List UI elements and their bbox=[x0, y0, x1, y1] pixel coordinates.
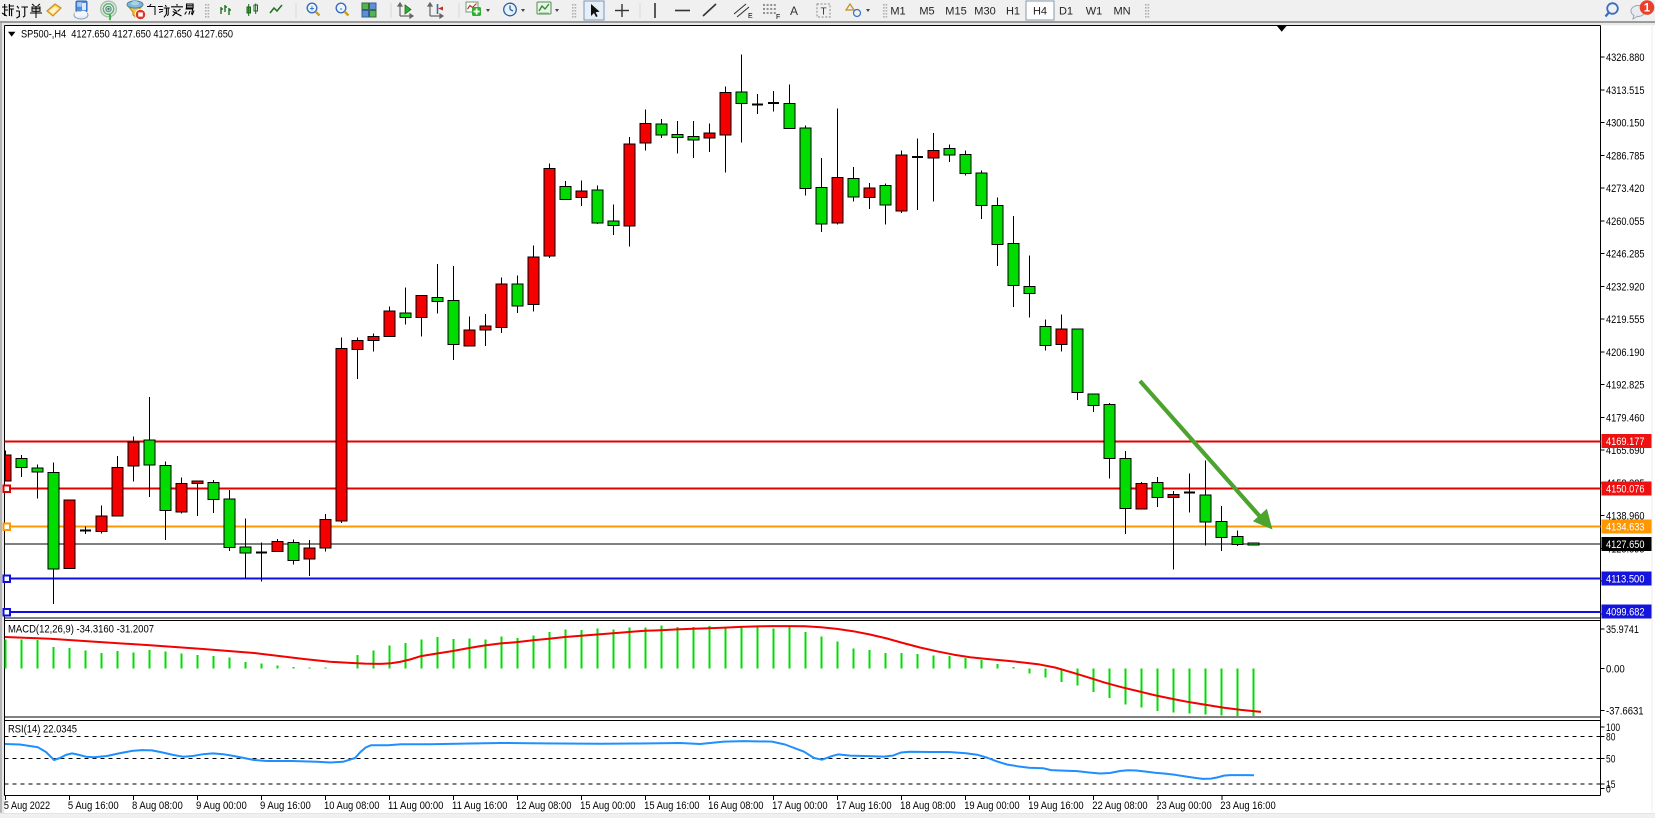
svg-text:4232.920: 4232.920 bbox=[1606, 281, 1645, 293]
svg-text:80: 80 bbox=[1606, 731, 1615, 743]
svg-text:5 Aug 2022: 5 Aug 2022 bbox=[4, 800, 50, 812]
svg-text:15 Aug 16:00: 15 Aug 16:00 bbox=[644, 800, 699, 812]
svg-text:MN: MN bbox=[1113, 6, 1130, 18]
svg-text:9 Aug 00:00: 9 Aug 00:00 bbox=[196, 800, 247, 812]
svg-text:A: A bbox=[790, 4, 798, 18]
svg-text:-37.6631: -37.6631 bbox=[1606, 706, 1644, 718]
svg-text:23 Aug 16:00: 23 Aug 16:00 bbox=[1220, 800, 1275, 812]
svg-text:+: + bbox=[310, 3, 315, 13]
svg-text:W1: W1 bbox=[1086, 6, 1103, 18]
svg-text:4286.785: 4286.785 bbox=[1606, 150, 1645, 162]
svg-text:4260.055: 4260.055 bbox=[1606, 216, 1645, 228]
svg-text:H4: H4 bbox=[1033, 6, 1047, 18]
svg-text:4326.880: 4326.880 bbox=[1606, 52, 1645, 64]
svg-text:4313.515: 4313.515 bbox=[1606, 85, 1645, 97]
svg-text:11 Aug 16:00: 11 Aug 16:00 bbox=[452, 800, 507, 812]
svg-text:4273.420: 4273.420 bbox=[1606, 183, 1645, 195]
svg-text:4127.650: 4127.650 bbox=[1606, 539, 1645, 551]
svg-text:4219.555: 4219.555 bbox=[1606, 314, 1645, 326]
svg-text:0: 0 bbox=[1606, 784, 1611, 796]
svg-text:4150.076: 4150.076 bbox=[1606, 484, 1645, 496]
svg-text:M15: M15 bbox=[945, 6, 966, 18]
svg-text:T: T bbox=[821, 7, 827, 18]
svg-text:E: E bbox=[748, 13, 753, 20]
svg-text:35.9741: 35.9741 bbox=[1606, 624, 1639, 636]
svg-text:17 Aug 16:00: 17 Aug 16:00 bbox=[836, 800, 891, 812]
svg-text:100: 100 bbox=[1606, 722, 1620, 734]
svg-text:19 Aug 16:00: 19 Aug 16:00 bbox=[1028, 800, 1083, 812]
svg-text:12 Aug 08:00: 12 Aug 08:00 bbox=[516, 800, 571, 812]
svg-text:H1: H1 bbox=[1006, 6, 1020, 18]
svg-text:23 Aug 00:00: 23 Aug 00:00 bbox=[1156, 800, 1211, 812]
svg-text:SP500-,H4 4127.650 4127.650 4: SP500-,H4 4127.650 4127.650 4127.650 412… bbox=[21, 29, 233, 41]
svg-text:M1: M1 bbox=[890, 6, 905, 18]
svg-text:4099.682: 4099.682 bbox=[1606, 607, 1645, 619]
svg-text:4192.825: 4192.825 bbox=[1606, 380, 1645, 392]
svg-text:16 Aug 08:00: 16 Aug 08:00 bbox=[708, 800, 763, 812]
svg-text:4206.190: 4206.190 bbox=[1606, 347, 1645, 359]
svg-text:4300.150: 4300.150 bbox=[1606, 118, 1645, 130]
svg-text:15: 15 bbox=[1606, 779, 1615, 791]
svg-text:8 Aug 08:00: 8 Aug 08:00 bbox=[132, 800, 183, 812]
svg-text:F: F bbox=[776, 14, 780, 21]
svg-text:-: - bbox=[340, 3, 343, 13]
svg-text:10 Aug 08:00: 10 Aug 08:00 bbox=[324, 800, 379, 812]
svg-text:RSI(14) 22.0345: RSI(14) 22.0345 bbox=[8, 724, 77, 736]
svg-text:4179.460: 4179.460 bbox=[1606, 412, 1645, 424]
svg-text:1: 1 bbox=[1644, 3, 1651, 15]
svg-text:4246.285: 4246.285 bbox=[1606, 249, 1645, 261]
svg-text:M5: M5 bbox=[919, 6, 934, 18]
svg-text:4169.177: 4169.177 bbox=[1606, 436, 1645, 448]
svg-text:MACD(12,26,9) -34.3160 -31.200: MACD(12,26,9) -34.3160 -31.2007 bbox=[8, 624, 154, 636]
svg-text:18 Aug 08:00: 18 Aug 08:00 bbox=[900, 800, 955, 812]
svg-text:9 Aug 16:00: 9 Aug 16:00 bbox=[260, 800, 311, 812]
svg-text:17 Aug 00:00: 17 Aug 00:00 bbox=[772, 800, 827, 812]
svg-text:D1: D1 bbox=[1059, 6, 1073, 18]
svg-text:M30: M30 bbox=[974, 6, 995, 18]
svg-text:15 Aug 00:00: 15 Aug 00:00 bbox=[580, 800, 635, 812]
svg-text:11 Aug 00:00: 11 Aug 00:00 bbox=[388, 800, 443, 812]
svg-text:5 Aug 16:00: 5 Aug 16:00 bbox=[68, 800, 119, 812]
svg-text:0.00: 0.00 bbox=[1606, 663, 1625, 675]
svg-text:19 Aug 00:00: 19 Aug 00:00 bbox=[964, 800, 1019, 812]
svg-text:50: 50 bbox=[1606, 753, 1615, 765]
svg-text:4138.960: 4138.960 bbox=[1606, 511, 1645, 523]
svg-text:4113.500: 4113.500 bbox=[1606, 574, 1645, 586]
svg-text:4134.633: 4134.633 bbox=[1606, 522, 1645, 534]
svg-text:4165.690: 4165.690 bbox=[1606, 445, 1645, 457]
svg-text:22 Aug 08:00: 22 Aug 08:00 bbox=[1092, 800, 1147, 812]
